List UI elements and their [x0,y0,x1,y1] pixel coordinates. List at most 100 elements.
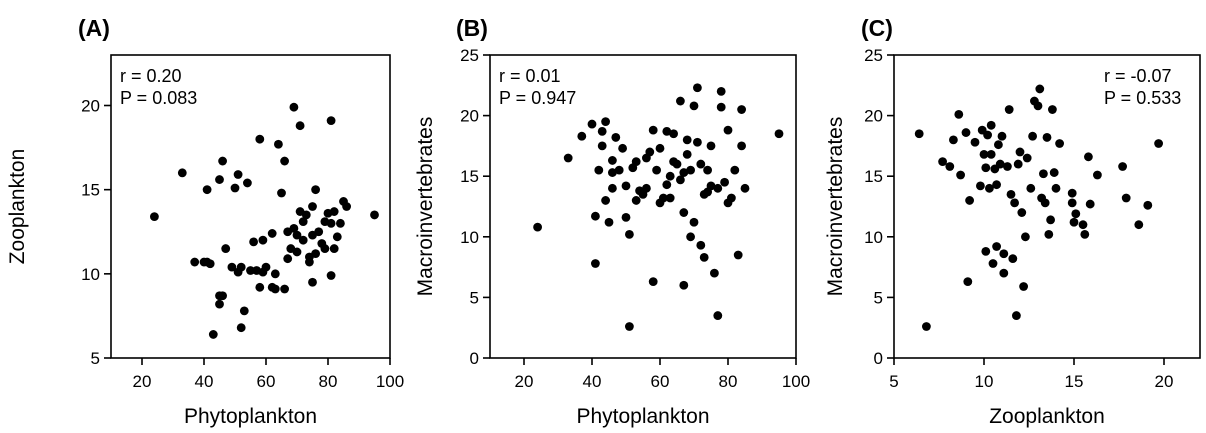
data-point [706,141,716,151]
data-point [255,282,265,292]
x-tick-label: 5 [889,372,898,391]
data-point [370,210,379,220]
stat-annotation: r = 0.01 [499,66,561,86]
stat-annotation: r = 0.20 [120,66,182,86]
data-point [699,253,709,262]
data-point [679,208,689,217]
x-tick-label: 60 [651,372,670,391]
data-point [1093,170,1102,180]
data-point [922,322,931,331]
data-point [988,259,998,268]
data-point [227,262,237,272]
data-point [218,156,228,166]
data-point [249,237,258,247]
plot-frame [893,54,1201,359]
stat-annotation: r = -0.07 [1104,66,1172,86]
data-point [986,149,996,159]
y-tick-label: 10 [460,228,479,247]
data-point [976,181,985,191]
y-tick-label: 15 [460,167,479,186]
data-point [1118,162,1127,171]
data-point [336,218,345,228]
data-point [689,217,699,227]
data-point [274,139,283,149]
data-point [236,262,246,272]
data-point [621,213,631,222]
data-point [261,262,271,272]
data-point [1003,162,1012,171]
data-point [301,210,311,220]
data-point [326,116,336,126]
data-point [625,322,634,331]
data-point [730,165,740,175]
data-point [648,277,658,287]
data-point [703,165,712,175]
x-tick-label: 40 [195,372,214,391]
data-point [270,269,280,279]
x-tick-label: 80 [719,372,738,391]
data-point [981,163,991,173]
data-point [713,183,723,193]
data-point [733,250,743,260]
data-point [662,180,672,190]
data-point [669,129,678,139]
data-point [563,153,573,163]
y-tick-label: 10 [81,265,100,284]
data-point [1067,188,1077,198]
panel-label: (B) [456,15,488,41]
data-point [997,131,1007,141]
data-point [979,149,989,159]
y-tick-label: 20 [81,97,100,116]
y-tick-label: 0 [874,349,883,368]
x-tick-label: 40 [583,372,602,391]
y-tick-label: 5 [874,288,883,307]
data-point [1012,311,1021,320]
data-point [999,249,1009,259]
y-axis-title: Macroinvertebrates [824,117,847,297]
data-point [597,141,607,151]
y-tick-label: 15 [81,181,100,200]
data-point [591,259,600,268]
data-point [177,168,187,178]
data-point [994,140,1003,150]
data-point [202,185,212,195]
data-point [679,168,689,177]
x-axis-title: Phytoplankton [576,405,709,428]
data-point [329,207,339,216]
data-point [329,244,339,253]
stat-annotation: P = 0.947 [499,88,576,108]
data-point [723,125,733,135]
y-axis-title: Macroinvertebrates [414,117,437,297]
data-point [1154,139,1163,148]
data-point [1008,254,1018,264]
data-point [608,168,617,177]
data-point [682,135,692,145]
data-point [233,170,243,179]
data-point [956,170,965,180]
x-tick-label: 10 [975,372,994,391]
data-point [1085,199,1095,209]
data-point [1026,183,1036,193]
data-point [1051,183,1061,193]
data-point [992,180,1001,190]
data-point [961,128,971,137]
data-point [686,165,695,175]
x-tick-label: 100 [782,372,810,391]
data-point [292,247,302,257]
data-point [208,330,218,339]
data-point [618,143,627,153]
y-tick-label: 5 [91,349,100,368]
data-point [311,249,320,259]
data-point [1006,189,1016,199]
data-point [737,141,746,151]
data-point [1042,133,1052,142]
data-point [693,137,702,147]
data-point [1004,105,1014,114]
data-point [1033,101,1043,111]
data-point [267,229,277,238]
x-axis-title: Zooplankton [989,405,1105,428]
x-tick-label: 60 [257,372,276,391]
data-point [1039,169,1048,179]
data-point [693,83,702,93]
data-point [1121,193,1131,203]
